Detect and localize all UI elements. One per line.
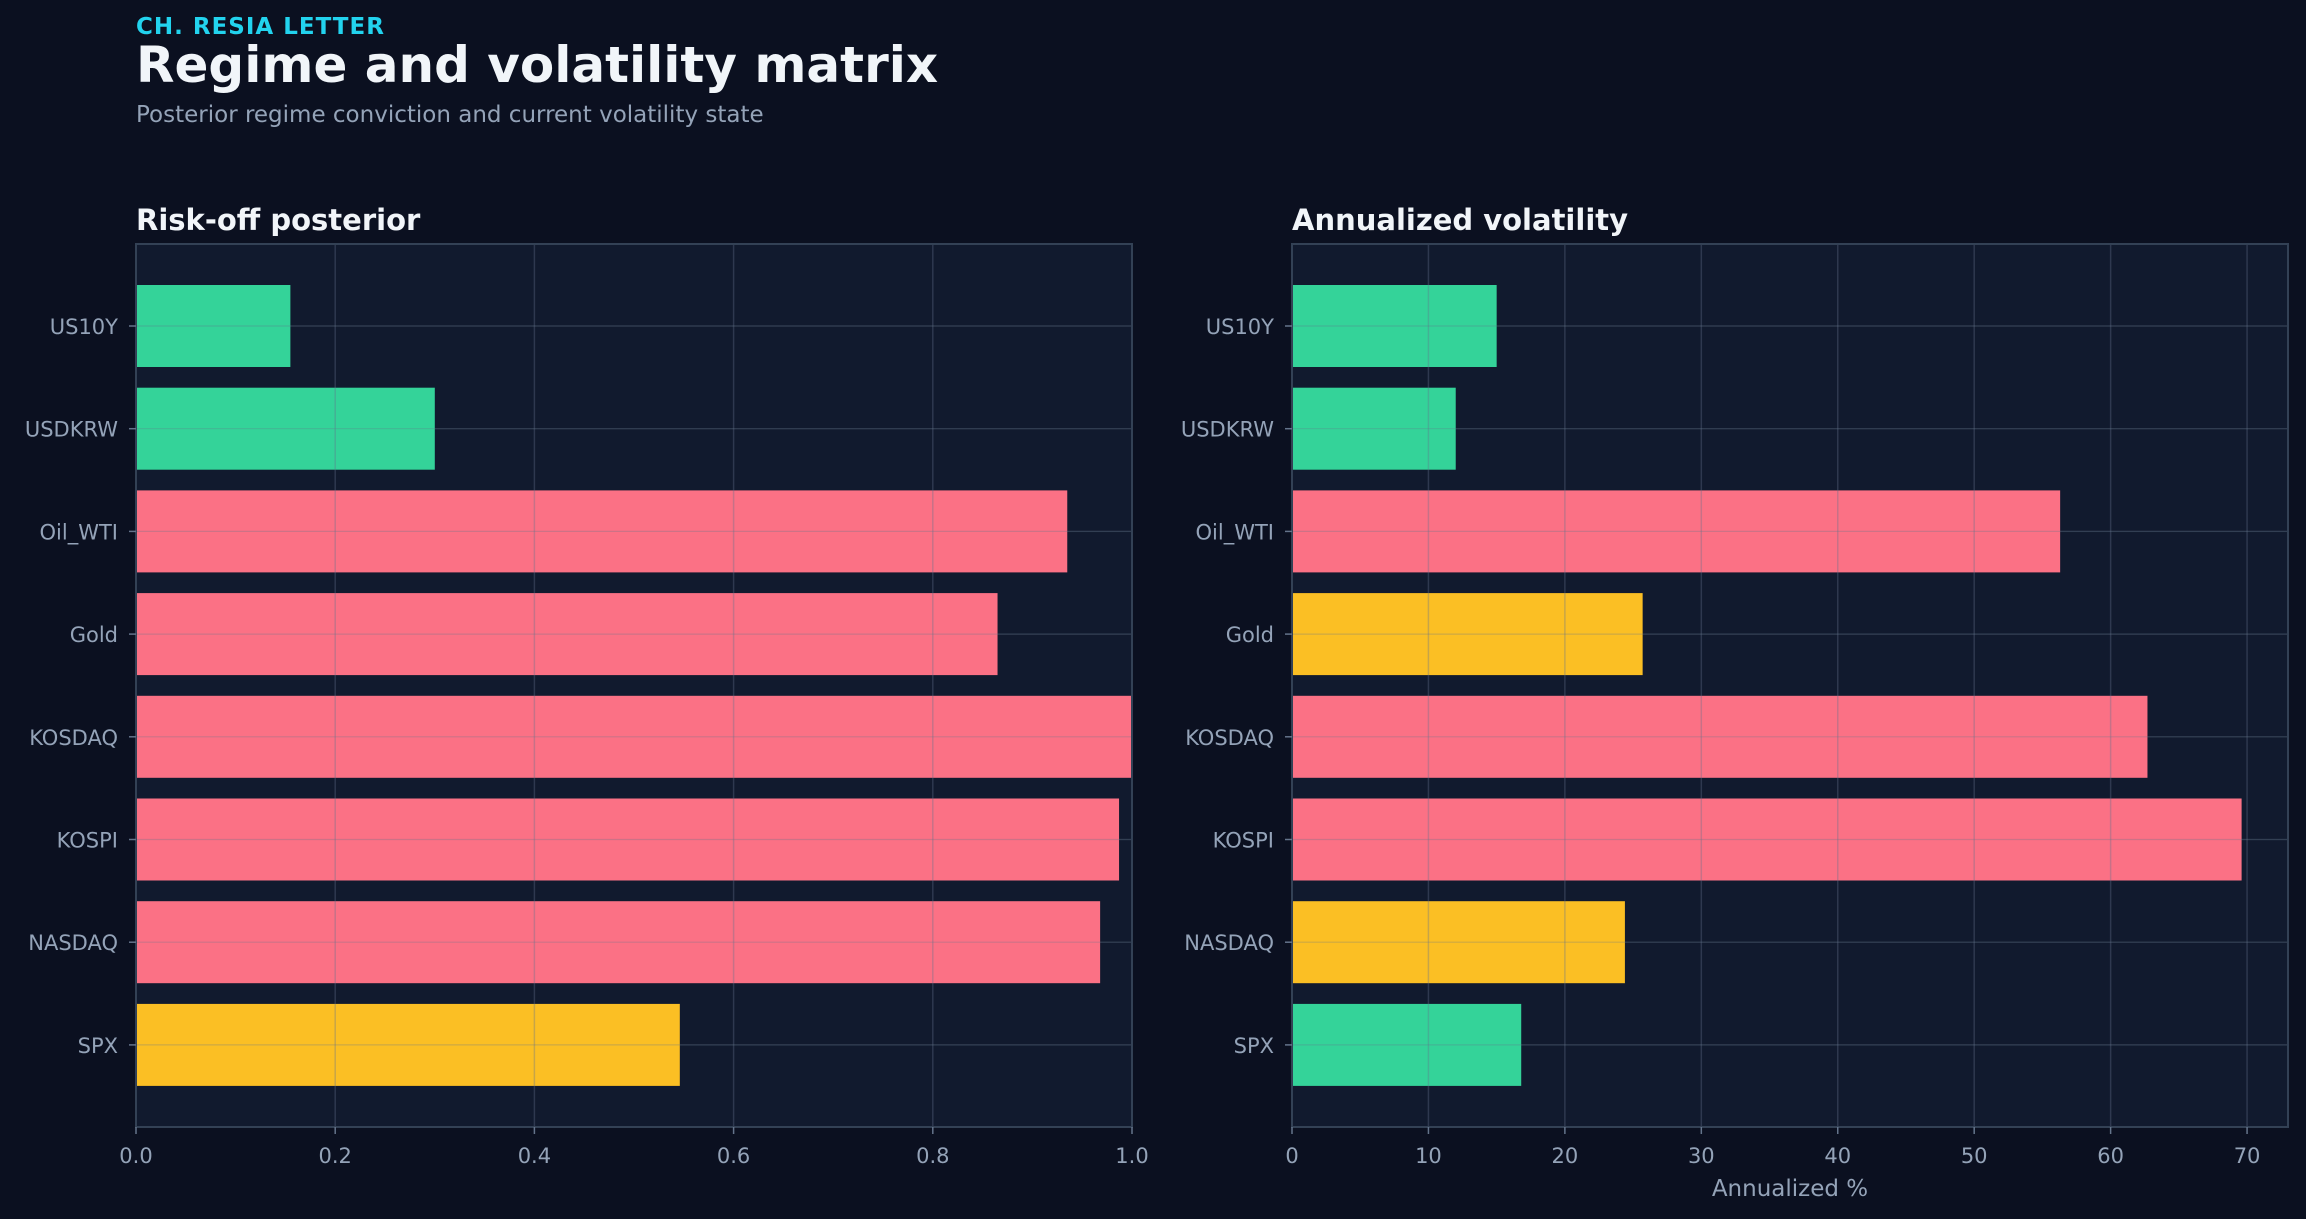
chart-1-category-label: SPX [78,1034,118,1058]
chart-1-bar [136,798,1120,881]
chart-2-bar [1292,901,1625,984]
chart-2-xtick-label: 20 [1552,1144,1579,1168]
chart-2-category-label: Oil_WTI [1196,520,1274,545]
chart-1-xtick-label: 0.0 [119,1144,152,1168]
chart-1-category-label: KOSDAQ [29,726,118,750]
chart-1-bar [136,695,1132,778]
chart-2-xtick-label: 0 [1285,1144,1298,1168]
chart-1-category-label: USDKRW [25,418,118,442]
chart-1-bar [136,387,435,470]
chart-2-xtick-label: 70 [2234,1144,2261,1168]
chart-1-bar [136,593,998,676]
chart-2-bar [1292,387,1456,470]
chart-1-plot-area [136,244,1132,1127]
report-kicker: CH. RESIA LETTER [136,14,385,40]
chart-1-xtick-label: 0.6 [717,1144,750,1168]
chart-2-category-label: KOSPI [1213,829,1274,853]
chart-1-xtick-label: 0.8 [916,1144,949,1168]
chart-2-frame [1291,243,2289,1128]
chart-2-title: Annualized volatility [1292,203,1628,237]
chart-1-xtick-label: 0.2 [318,1144,351,1168]
chart-2-bar [1292,1003,1522,1086]
chart-2-bar [1292,798,2242,881]
chart-1-category-label: US10Y [50,315,118,339]
page-subtitle: Posterior regime conviction and current … [136,102,764,128]
chart-2-bar [1292,593,1643,676]
chart-2-bar [1292,490,2061,573]
chart-1-category-label: Oil_WTI [40,520,118,545]
chart-1-title: Risk-off posterior [136,203,421,237]
page-title: Regime and volatility matrix [136,36,939,94]
chart-2-xtick-label: 60 [2097,1144,2124,1168]
chart-1-category-label: NASDAQ [28,931,118,955]
chart-1-bar [136,490,1068,573]
chart-2-category-label: NASDAQ [1184,931,1274,955]
chart-1-category-label: KOSPI [57,829,118,853]
chart-1-bar [136,1003,680,1086]
chart-2-plot-area [1292,244,2288,1127]
chart-2-category-label: SPX [1234,1034,1274,1058]
chart-2-category-label: US10Y [1206,315,1274,339]
chart-1-category-label: Gold [70,623,118,647]
chart-2-bar [1292,695,2148,778]
chart-2-category-label: Gold [1226,623,1274,647]
chart-1-xtick-label: 0.4 [518,1144,551,1168]
chart-1-bar [136,901,1101,984]
chart-1-bar [136,285,291,367]
chart-2-xtick-label: 40 [1824,1144,1851,1168]
chart-1-xtick-label: 1.0 [1115,1144,1148,1168]
chart-2-xaxis-label: Annualized % [1712,1176,1868,1202]
chart-2-category-label: USDKRW [1181,418,1274,442]
chart-2-category-label: KOSDAQ [1185,726,1274,750]
chart-2-xtick-label: 50 [1961,1144,1988,1168]
chart-2-bar [1292,285,1497,367]
chart-2-xtick-label: 30 [1688,1144,1715,1168]
chart-1-frame [135,243,1133,1128]
chart-2-xtick-label: 10 [1415,1144,1442,1168]
